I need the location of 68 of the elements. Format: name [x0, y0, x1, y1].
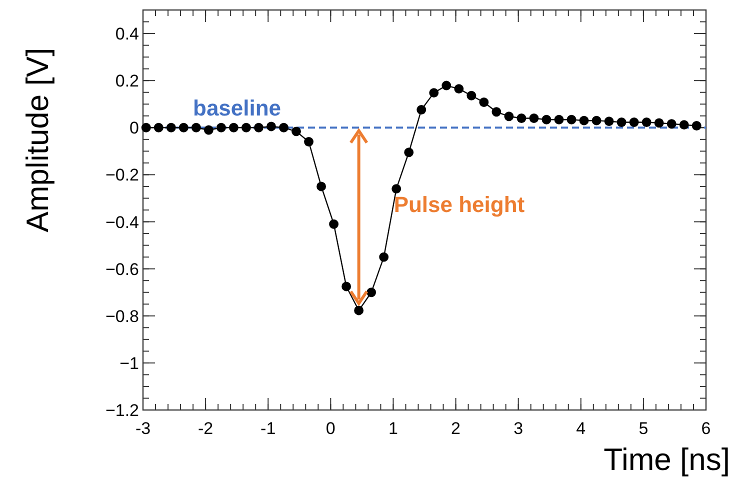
y-tick-label: −1	[120, 354, 139, 373]
x-tick-label: -3	[135, 419, 151, 438]
point	[154, 122, 164, 132]
point	[642, 118, 652, 127]
y-tick-label: 0	[130, 118, 139, 138]
point	[342, 282, 352, 292]
point	[616, 118, 626, 127]
point	[392, 184, 402, 194]
point	[379, 252, 389, 262]
point	[178, 122, 188, 132]
y-tick-label: 0.2	[115, 72, 139, 91]
point	[191, 122, 201, 132]
point	[354, 306, 364, 316]
point	[329, 219, 339, 229]
y-tick-label: −0.6	[105, 260, 139, 279]
point	[204, 125, 214, 135]
point	[566, 114, 576, 124]
x-tick-label: 3	[514, 419, 524, 438]
point	[654, 118, 664, 128]
point	[429, 88, 439, 98]
y-tick-label: −0.4	[105, 212, 139, 232]
x-tick-label: -2	[198, 419, 214, 438]
x-tick-label: 5	[638, 419, 648, 438]
x-tick-label: 0	[326, 419, 336, 438]
point	[241, 122, 251, 132]
y-axis-title: Amplitude [V]	[20, 48, 55, 232]
point	[228, 122, 238, 132]
point	[141, 122, 151, 132]
point	[292, 126, 301, 136]
point	[504, 112, 514, 122]
x-tick-label: -1	[260, 419, 276, 438]
point	[492, 107, 502, 117]
point	[529, 114, 539, 123]
point	[604, 116, 614, 126]
point	[216, 122, 226, 132]
point	[666, 119, 676, 129]
point	[266, 122, 276, 132]
point	[592, 116, 602, 126]
point	[316, 182, 326, 192]
point	[254, 122, 264, 132]
y-tick-label: −1.2	[105, 401, 139, 420]
point	[466, 90, 476, 100]
y-tick-label: −0.8	[105, 306, 139, 326]
x-axis-title: Time [ns]	[604, 442, 730, 477]
point	[304, 137, 314, 146]
y-tick-label: 0.4	[115, 24, 139, 44]
annotation: Pulse height	[394, 192, 526, 218]
point	[442, 80, 452, 90]
point	[579, 116, 589, 126]
point	[516, 114, 526, 123]
x-tick-label: 1	[388, 419, 398, 438]
point	[454, 84, 464, 94]
point	[366, 288, 376, 298]
point	[692, 121, 702, 130]
x-tick-label: 6	[701, 419, 711, 438]
point	[404, 148, 414, 158]
point	[416, 105, 426, 114]
point	[479, 98, 489, 107]
y-tick-label: −0.2	[105, 166, 139, 185]
point	[542, 114, 552, 124]
ref-line-label: baseline	[193, 96, 282, 121]
point	[629, 118, 639, 127]
x-tick-label: 4	[576, 419, 586, 438]
point	[279, 122, 288, 132]
point	[679, 120, 689, 130]
point	[554, 114, 564, 124]
x-tick-label: 2	[451, 419, 461, 438]
point	[166, 122, 176, 132]
